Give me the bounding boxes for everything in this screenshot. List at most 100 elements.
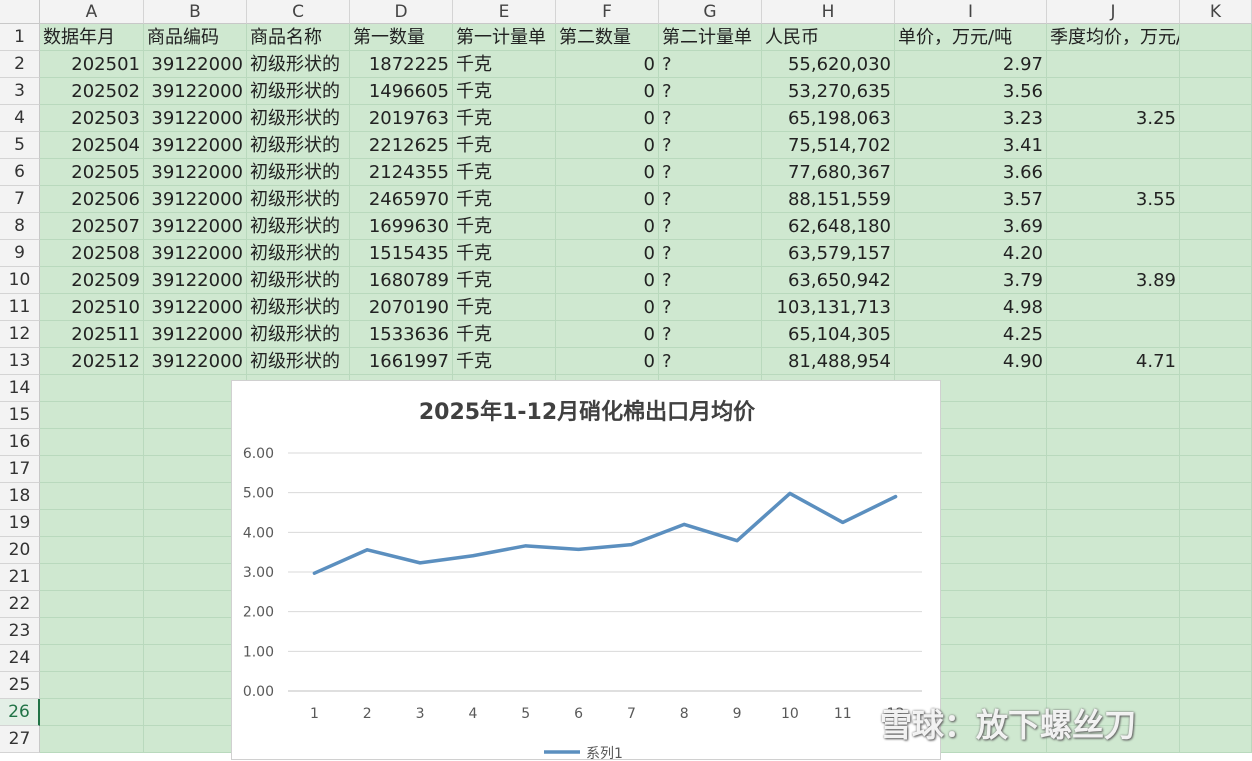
column-header-d[interactable]: D: [350, 0, 453, 24]
table-cell[interactable]: 3.57: [895, 186, 1047, 213]
empty-cell[interactable]: [144, 483, 247, 510]
column-header-k[interactable]: K: [1180, 0, 1252, 24]
empty-cell[interactable]: [1180, 564, 1252, 591]
empty-cell[interactable]: [1047, 672, 1180, 699]
table-cell[interactable]: 202502: [40, 78, 144, 105]
empty-cell[interactable]: [144, 375, 247, 402]
table-cell[interactable]: 4.25: [895, 321, 1047, 348]
column-header-h[interactable]: H: [762, 0, 895, 24]
empty-cell[interactable]: [1180, 294, 1252, 321]
empty-cell[interactable]: [144, 672, 247, 699]
table-cell[interactable]: [1047, 159, 1180, 186]
empty-cell[interactable]: [40, 429, 144, 456]
empty-cell[interactable]: [40, 726, 144, 753]
table-cell[interactable]: 39122000: [144, 321, 247, 348]
table-cell[interactable]: 39122000: [144, 240, 247, 267]
table-cell[interactable]: 202508: [40, 240, 144, 267]
table-cell[interactable]: 初级形状的: [247, 294, 350, 321]
table-cell[interactable]: ?: [659, 213, 762, 240]
row-header-9[interactable]: 9: [0, 240, 40, 267]
row-header-18[interactable]: 18: [0, 483, 40, 510]
table-cell[interactable]: 202512: [40, 348, 144, 375]
table-cell[interactable]: 3.89: [1047, 267, 1180, 294]
table-cell[interactable]: 1533636: [350, 321, 453, 348]
table-cell[interactable]: ?: [659, 294, 762, 321]
row-header-14[interactable]: 14: [0, 375, 40, 402]
empty-cell[interactable]: [144, 456, 247, 483]
empty-cell[interactable]: [1180, 510, 1252, 537]
table-cell[interactable]: 初级形状的: [247, 213, 350, 240]
row-header-7[interactable]: 7: [0, 186, 40, 213]
table-cell[interactable]: ?: [659, 159, 762, 186]
table-cell[interactable]: 103,131,713: [762, 294, 895, 321]
row-header-4[interactable]: 4: [0, 105, 40, 132]
table-cell[interactable]: ?: [659, 186, 762, 213]
table-cell[interactable]: 0: [556, 321, 659, 348]
table-cell[interactable]: 0: [556, 186, 659, 213]
empty-cell[interactable]: [1180, 456, 1252, 483]
column-header-j[interactable]: J: [1047, 0, 1180, 24]
table-cell[interactable]: 初级形状的: [247, 51, 350, 78]
empty-cell[interactable]: [40, 672, 144, 699]
table-cell[interactable]: 千克: [453, 132, 556, 159]
table-cell[interactable]: [1047, 240, 1180, 267]
table-cell[interactable]: 千克: [453, 213, 556, 240]
header-cell-f[interactable]: 第二数量: [556, 24, 659, 51]
table-cell[interactable]: 初级形状的: [247, 240, 350, 267]
empty-cell[interactable]: [1047, 510, 1180, 537]
header-cell-k[interactable]: [1180, 24, 1252, 51]
row-header-22[interactable]: 22: [0, 591, 40, 618]
table-cell[interactable]: 77,680,367: [762, 159, 895, 186]
header-cell-h[interactable]: 人民币: [762, 24, 895, 51]
empty-cell[interactable]: [1047, 591, 1180, 618]
table-cell[interactable]: 202501: [40, 51, 144, 78]
table-cell[interactable]: 39122000: [144, 213, 247, 240]
header-cell-b[interactable]: 商品编码: [144, 24, 247, 51]
empty-cell[interactable]: [1180, 105, 1252, 132]
empty-cell[interactable]: [1047, 564, 1180, 591]
row-header-10[interactable]: 10: [0, 267, 40, 294]
empty-cell[interactable]: [1180, 537, 1252, 564]
table-cell[interactable]: ?: [659, 51, 762, 78]
row-header-11[interactable]: 11: [0, 294, 40, 321]
table-cell[interactable]: 千克: [453, 348, 556, 375]
empty-cell[interactable]: [1180, 348, 1252, 375]
row-header-17[interactable]: 17: [0, 456, 40, 483]
table-cell[interactable]: 2070190: [350, 294, 453, 321]
empty-cell[interactable]: [144, 564, 247, 591]
table-cell[interactable]: 千克: [453, 267, 556, 294]
empty-cell[interactable]: [1180, 618, 1252, 645]
table-cell[interactable]: 0: [556, 105, 659, 132]
table-cell[interactable]: 53,270,635: [762, 78, 895, 105]
row-header-20[interactable]: 20: [0, 537, 40, 564]
row-header-26[interactable]: 26: [0, 699, 40, 726]
empty-cell[interactable]: [1180, 699, 1252, 726]
table-cell[interactable]: 千克: [453, 78, 556, 105]
table-cell[interactable]: 2124355: [350, 159, 453, 186]
table-cell[interactable]: [1047, 132, 1180, 159]
empty-cell[interactable]: [1180, 267, 1252, 294]
row-header-2[interactable]: 2: [0, 51, 40, 78]
table-cell[interactable]: 千克: [453, 51, 556, 78]
empty-cell[interactable]: [1180, 726, 1252, 753]
table-cell[interactable]: 0: [556, 294, 659, 321]
header-cell-i[interactable]: 单价，万元/吨: [895, 24, 1047, 51]
row-header-16[interactable]: 16: [0, 429, 40, 456]
table-cell[interactable]: 39122000: [144, 267, 247, 294]
table-cell[interactable]: 65,198,063: [762, 105, 895, 132]
empty-cell[interactable]: [1180, 51, 1252, 78]
table-cell[interactable]: 初级形状的: [247, 78, 350, 105]
table-cell[interactable]: 202510: [40, 294, 144, 321]
table-cell[interactable]: ?: [659, 267, 762, 294]
table-cell[interactable]: 3.41: [895, 132, 1047, 159]
header-cell-d[interactable]: 第一数量: [350, 24, 453, 51]
header-cell-a[interactable]: 数据年月: [40, 24, 144, 51]
table-cell[interactable]: 4.98: [895, 294, 1047, 321]
table-cell[interactable]: 4.20: [895, 240, 1047, 267]
empty-cell[interactable]: [1180, 186, 1252, 213]
line-chart[interactable]: 2025年1-12月硝化棉出口月均价 0.00 1.00 2.00 3.00 4.00 5.…: [231, 380, 941, 761]
table-cell[interactable]: 2019763: [350, 105, 453, 132]
table-cell[interactable]: 3.55: [1047, 186, 1180, 213]
table-cell[interactable]: 2.97: [895, 51, 1047, 78]
table-cell[interactable]: 1496605: [350, 78, 453, 105]
